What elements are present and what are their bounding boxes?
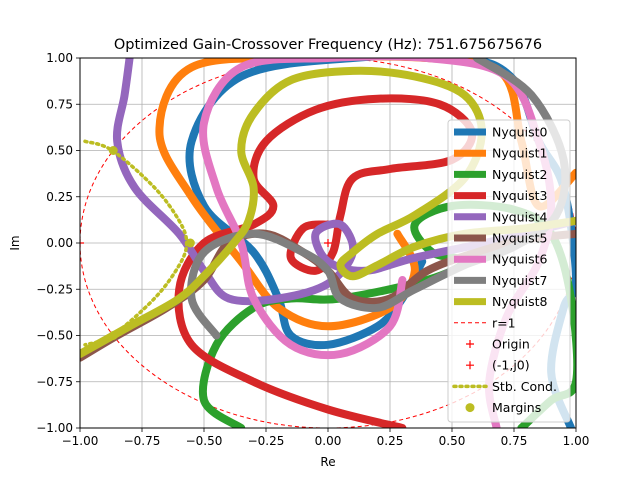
margin-point xyxy=(185,238,195,248)
legend-label: Origin xyxy=(492,337,530,352)
legend-label: Nyquist2 xyxy=(492,167,547,182)
legend-label: (-1,j0) xyxy=(492,358,530,373)
x-tick-label: 0.25 xyxy=(377,434,404,448)
legend-label: Nyquist1 xyxy=(492,146,547,161)
x-tick-label: −0.25 xyxy=(248,434,285,448)
legend-label: Nyquist8 xyxy=(492,294,547,309)
legend-box xyxy=(447,119,571,423)
legend-label: Nyquist3 xyxy=(492,188,547,203)
series-line-nyquist8 xyxy=(80,66,576,358)
x-tick-label: −1.00 xyxy=(62,434,99,448)
margin-point xyxy=(108,146,118,155)
y-tick-label: −1.00 xyxy=(36,421,73,435)
series-line-nyquist4 xyxy=(112,58,576,306)
margin-point xyxy=(108,331,118,340)
legend-handle xyxy=(466,340,474,348)
legend-handle xyxy=(466,361,474,370)
ticks: −1.00 −0.75 −0.50 −0.25 0.00 0.25 0.50 0.75 1.00… xyxy=(36,51,589,448)
critical-point-marker xyxy=(80,239,84,247)
origin-marker xyxy=(324,239,332,247)
x-tick-label: 0.75 xyxy=(501,434,528,448)
y-tick-label: 1.00 xyxy=(46,51,73,65)
legend: Nyquist0 Nyquist1 Nyquist2 Nyquist3 Nyquist4… xyxy=(447,119,571,423)
y-tick-label: −0.25 xyxy=(36,282,73,296)
legend-label: Margins xyxy=(492,400,541,415)
legend-handle xyxy=(465,403,475,413)
y-tick-label: 0.25 xyxy=(46,190,73,204)
series-line-nyquist1 xyxy=(155,58,576,331)
legend-label: Stb. Cond. xyxy=(492,379,557,394)
legend-label: Nyquist5 xyxy=(492,231,547,246)
y-tick-label: −0.75 xyxy=(36,375,73,389)
legend-label: Nyquist4 xyxy=(492,209,547,224)
x-tick-label: 0.00 xyxy=(315,434,342,448)
legend-label: Nyquist0 xyxy=(492,125,547,140)
chart-title: Optimized Gain-Crossover Frequency (Hz):… xyxy=(114,37,542,53)
x-tick-label: −0.75 xyxy=(124,434,161,448)
x-tick-label: 1.00 xyxy=(563,434,590,448)
legend-label: Nyquist6 xyxy=(492,252,547,267)
x-tick-label: 0.50 xyxy=(439,434,466,448)
y-axis-label: Im xyxy=(8,235,22,250)
legend-label: r=1 xyxy=(492,315,516,330)
y-tick-label: −0.50 xyxy=(36,329,73,343)
x-axis-label: Re xyxy=(320,455,335,469)
y-tick-label: 0.50 xyxy=(46,144,73,158)
y-tick-label: 0.00 xyxy=(46,236,73,250)
legend-label: Nyquist7 xyxy=(492,273,547,288)
y-tick-label: 0.75 xyxy=(46,97,73,111)
x-tick-label: −0.50 xyxy=(186,434,223,448)
